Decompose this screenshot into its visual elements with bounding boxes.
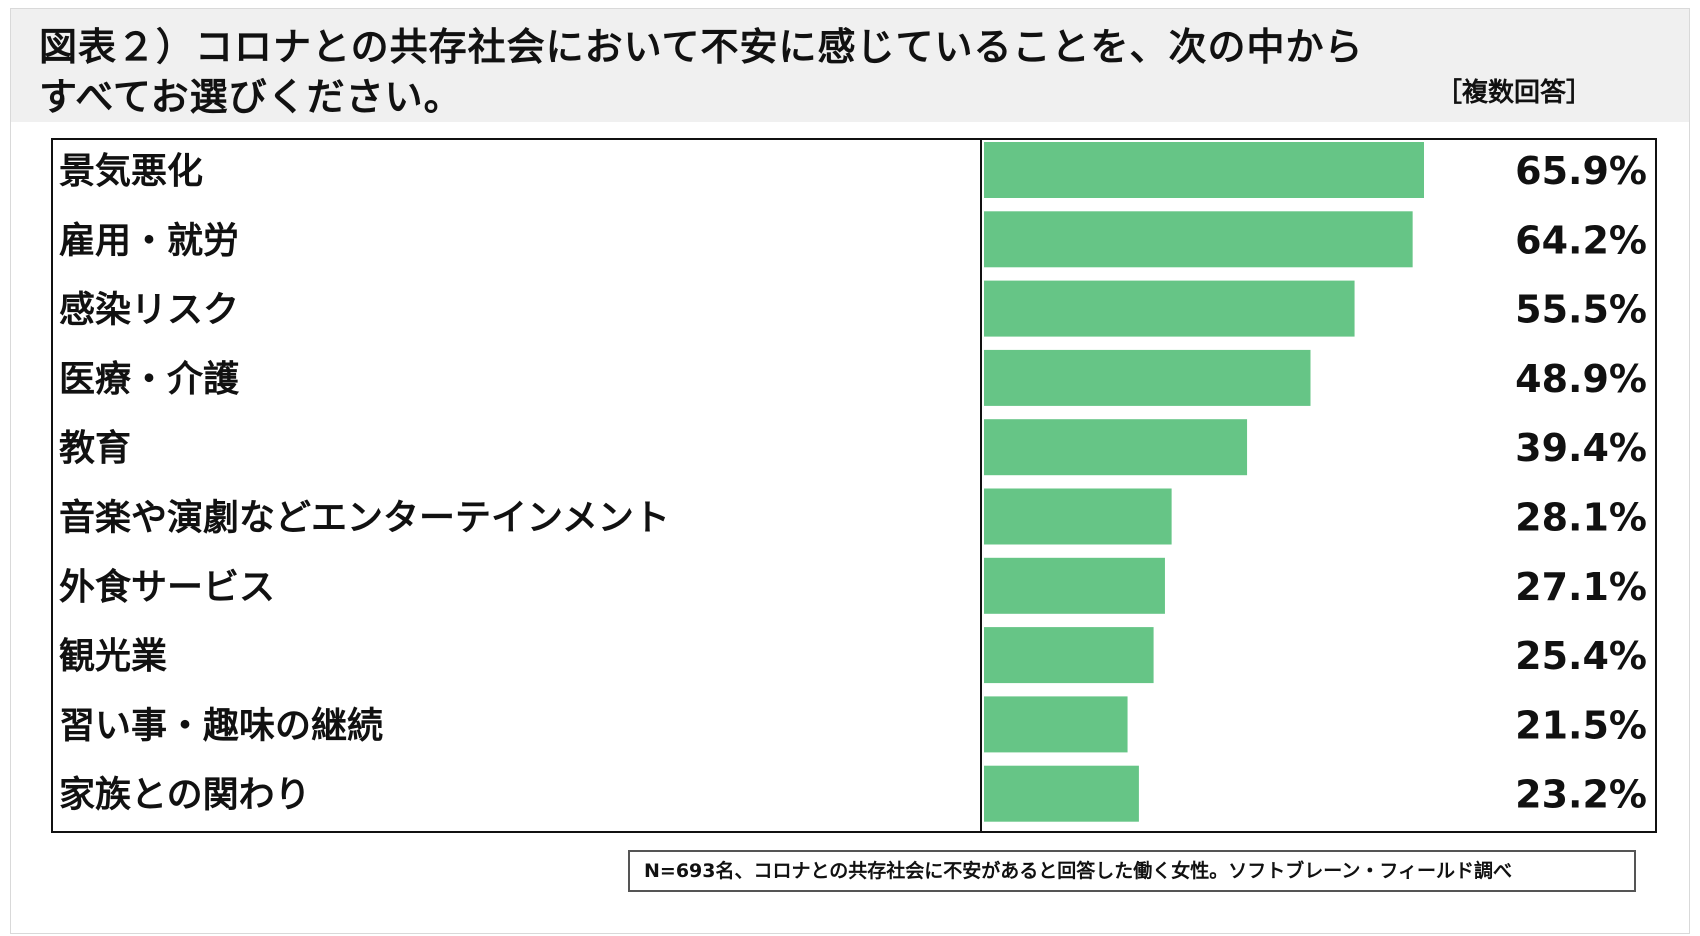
multiple-answer-note: ［複数回答］ (1436, 78, 1593, 108)
bar (984, 696, 1128, 753)
value-label: 25.4% (1515, 634, 1647, 678)
value-label: 55.5% (1515, 288, 1647, 332)
category-label: 感染リスク (59, 290, 239, 331)
category-label: 観光業 (59, 636, 167, 677)
value-label: 39.4% (1515, 426, 1647, 470)
value-label: 28.1% (1515, 496, 1647, 540)
value-label: 27.1% (1515, 565, 1647, 609)
category-label: 外食サービス (59, 567, 275, 608)
chart-border (51, 138, 1657, 833)
category-label: 習い事・趣味の継続 (59, 705, 383, 746)
bar (984, 627, 1154, 684)
bar-chart: 景気悪化 65.9% 雇用・就労 64.2% 感染リスク 55.5% 医療・介護 48.9% 教… (59, 138, 1647, 833)
bar (984, 488, 1172, 545)
category-label: 教育 (59, 428, 131, 469)
chart-title-line-1: 図表２）コロナとの共存社会において不安に感じていることを、次の中から (39, 25, 1364, 69)
category-label: 医療・介護 (59, 359, 240, 400)
source-note: N=693名、コロナとの共存社会に不安があると回答した働く女性。ソフトブレーン・… (628, 850, 1636, 892)
chart-title-line-2: すべてお選びください。 (39, 75, 463, 119)
category-label: 音楽や演劇などエンターテインメント (59, 498, 670, 539)
category-label: 景気悪化 (59, 151, 203, 192)
bar (984, 419, 1248, 476)
bar (984, 280, 1355, 337)
value-label: 21.5% (1515, 703, 1647, 747)
figure-header: 図表２）コロナとの共存社会において不安に感じていることを、次の中から すべてお選… (11, 9, 1689, 122)
value-label: 64.2% (1515, 218, 1647, 262)
bar (984, 765, 1139, 822)
value-label: 23.2% (1515, 773, 1647, 817)
value-label: 65.9% (1515, 149, 1647, 193)
bar (984, 142, 1424, 198)
bar (984, 349, 1311, 406)
value-label: 48.9% (1515, 357, 1647, 401)
category-label: 家族との関わり (59, 775, 311, 816)
category-label: 雇用・就労 (59, 220, 239, 261)
bar (984, 211, 1413, 268)
bar (984, 557, 1165, 614)
